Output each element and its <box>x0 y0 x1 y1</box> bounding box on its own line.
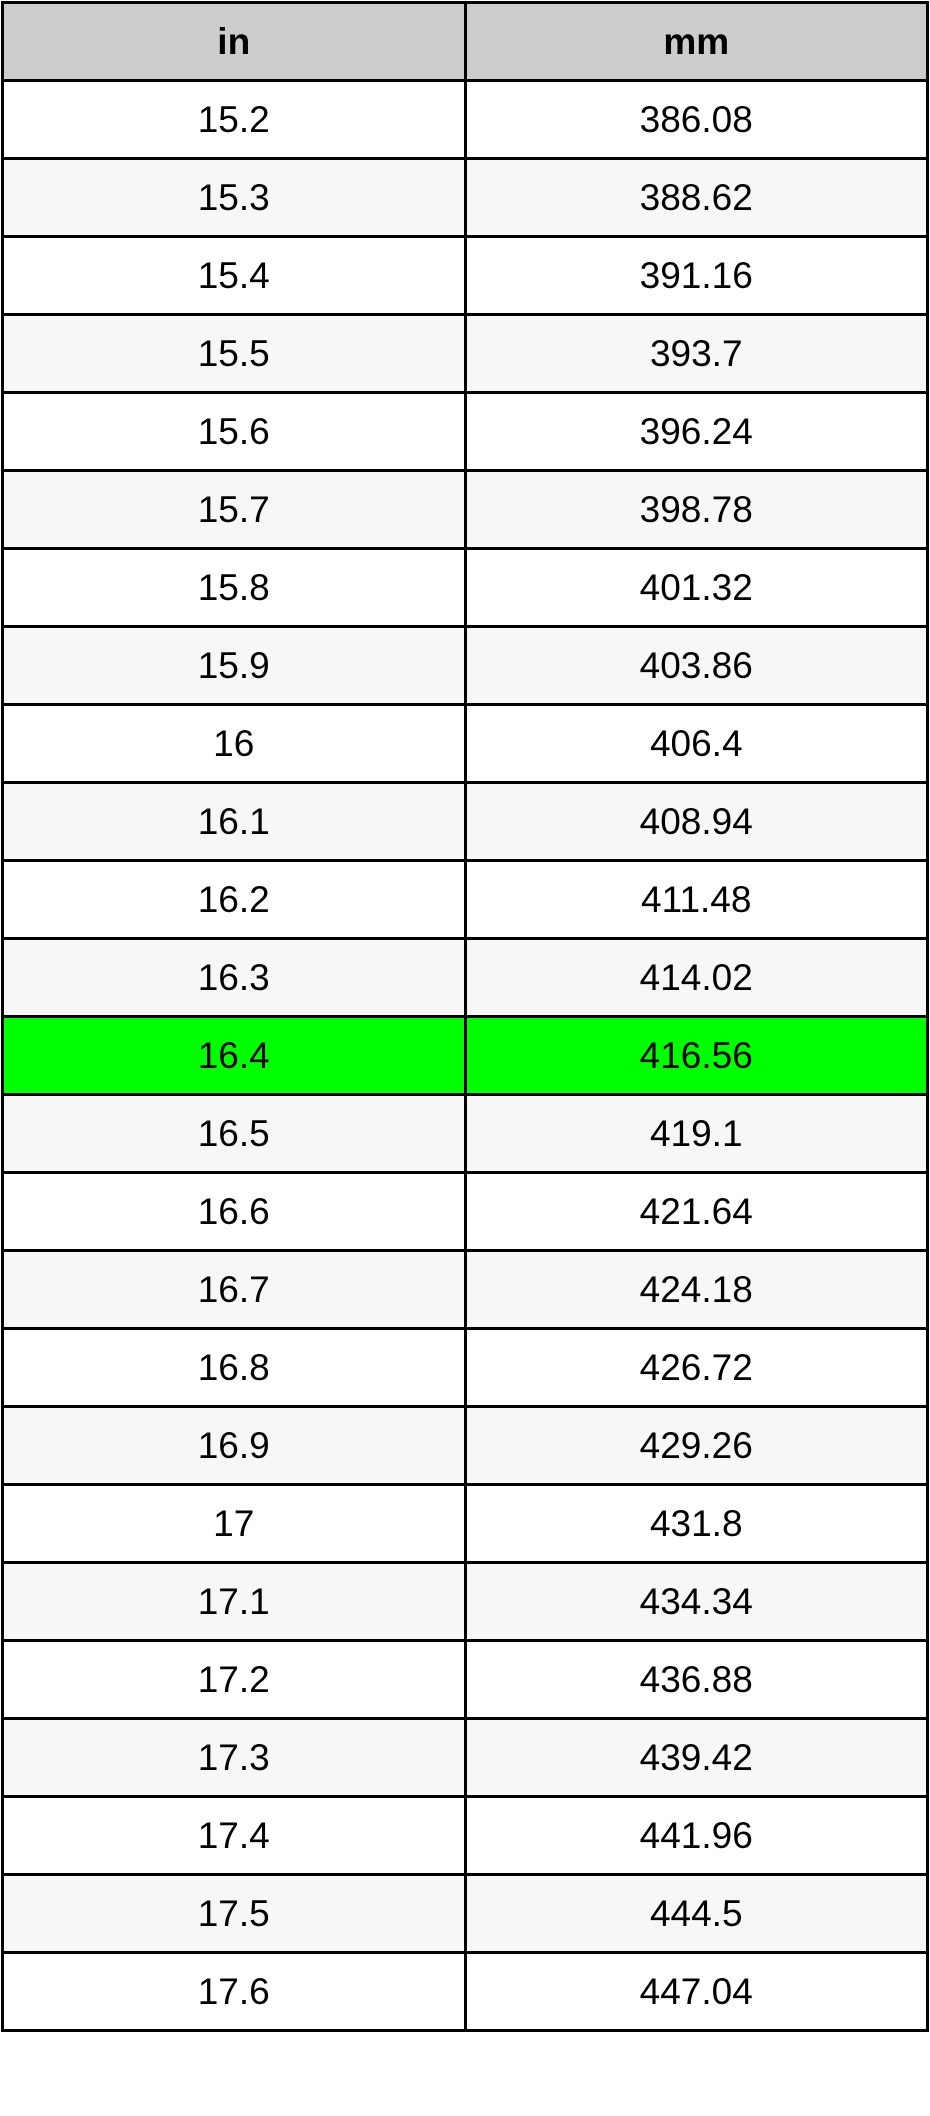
cell-in: 15.5 <box>1 313 467 394</box>
cell-in: 16.1 <box>1 781 467 862</box>
header-mm: mm <box>463 1 929 82</box>
table-row: 17.2 436.88 <box>1 1639 929 1720</box>
table-row: 17.5 444.5 <box>1 1873 929 1954</box>
cell-in: 16.3 <box>1 937 467 1018</box>
cell-in: 16.9 <box>1 1405 467 1486</box>
table-row: 17.1 434.34 <box>1 1561 929 1642</box>
cell-mm: 386.08 <box>463 79 929 160</box>
table-row: 15.5 393.7 <box>1 313 929 394</box>
conversion-table: in mm 15.2 386.08 15.3 388.62 15.4 391.16 15.5… <box>1 1 929 2032</box>
table-row: 16.6 421.64 <box>1 1171 929 1252</box>
table-row: 16.9 429.26 <box>1 1405 929 1486</box>
table-row: 17.6 447.04 <box>1 1951 929 2032</box>
cell-in: 16.5 <box>1 1093 467 1174</box>
cell-mm: 411.48 <box>463 859 929 940</box>
table-row: 16.1 408.94 <box>1 781 929 862</box>
cell-mm: 447.04 <box>463 1951 929 2032</box>
cell-mm: 426.72 <box>463 1327 929 1408</box>
table-row: 16.5 419.1 <box>1 1093 929 1174</box>
cell-mm: 431.8 <box>463 1483 929 1564</box>
cell-mm: 419.1 <box>463 1093 929 1174</box>
table-row: 17 431.8 <box>1 1483 929 1564</box>
cell-in: 17 <box>1 1483 467 1564</box>
table-row: 16.8 426.72 <box>1 1327 929 1408</box>
cell-mm: 408.94 <box>463 781 929 862</box>
table-row: 16.4 416.56 <box>1 1015 929 1096</box>
cell-in: 16.2 <box>1 859 467 940</box>
cell-mm: 414.02 <box>463 937 929 1018</box>
cell-in: 16.7 <box>1 1249 467 1330</box>
cell-mm: 429.26 <box>463 1405 929 1486</box>
cell-in: 15.4 <box>1 235 467 316</box>
table-body: 15.2 386.08 15.3 388.62 15.4 391.16 15.5 393.7 1… <box>1 79 929 2032</box>
table-row: 17.3 439.42 <box>1 1717 929 1798</box>
table-row: 15.2 386.08 <box>1 79 929 160</box>
cell-mm: 434.34 <box>463 1561 929 1642</box>
cell-in: 15.9 <box>1 625 467 706</box>
cell-mm: 393.7 <box>463 313 929 394</box>
table-row: 16.7 424.18 <box>1 1249 929 1330</box>
table-row: 16.2 411.48 <box>1 859 929 940</box>
table-row: 15.9 403.86 <box>1 625 929 706</box>
table-row: 15.6 396.24 <box>1 391 929 472</box>
cell-in: 17.6 <box>1 1951 467 2032</box>
cell-mm: 416.56 <box>463 1015 929 1096</box>
table-row: 15.4 391.16 <box>1 235 929 316</box>
cell-mm: 406.4 <box>463 703 929 784</box>
cell-mm: 388.62 <box>463 157 929 238</box>
table-row: 15.8 401.32 <box>1 547 929 628</box>
cell-mm: 398.78 <box>463 469 929 550</box>
cell-in: 17.2 <box>1 1639 467 1720</box>
table-row: 16.3 414.02 <box>1 937 929 1018</box>
cell-in: 15.3 <box>1 157 467 238</box>
cell-in: 15.8 <box>1 547 467 628</box>
cell-in: 15.7 <box>1 469 467 550</box>
cell-mm: 444.5 <box>463 1873 929 1954</box>
cell-in: 16.4 <box>1 1015 467 1096</box>
cell-mm: 401.32 <box>463 547 929 628</box>
cell-mm: 391.16 <box>463 235 929 316</box>
cell-in: 16 <box>1 703 467 784</box>
header-in: in <box>1 1 467 82</box>
table-row: 15.7 398.78 <box>1 469 929 550</box>
cell-in: 15.6 <box>1 391 467 472</box>
table-row: 17.4 441.96 <box>1 1795 929 1876</box>
cell-mm: 436.88 <box>463 1639 929 1720</box>
cell-mm: 396.24 <box>463 391 929 472</box>
cell-mm: 439.42 <box>463 1717 929 1798</box>
table-row: 16 406.4 <box>1 703 929 784</box>
cell-in: 17.4 <box>1 1795 467 1876</box>
cell-in: 15.2 <box>1 79 467 160</box>
cell-in: 17.3 <box>1 1717 467 1798</box>
cell-in: 17.5 <box>1 1873 467 1954</box>
cell-mm: 421.64 <box>463 1171 929 1252</box>
cell-mm: 424.18 <box>463 1249 929 1330</box>
table-row: 15.3 388.62 <box>1 157 929 238</box>
cell-mm: 403.86 <box>463 625 929 706</box>
cell-in: 16.8 <box>1 1327 467 1408</box>
cell-in: 17.1 <box>1 1561 467 1642</box>
cell-in: 16.6 <box>1 1171 467 1252</box>
header-row: in mm <box>1 1 929 82</box>
cell-mm: 441.96 <box>463 1795 929 1876</box>
